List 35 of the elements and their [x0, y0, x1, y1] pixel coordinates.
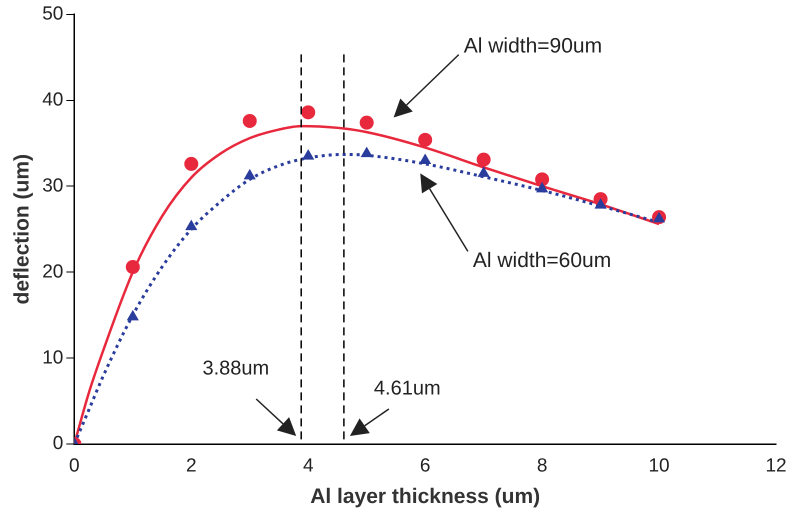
point [476, 152, 491, 167]
point [478, 166, 490, 177]
point [418, 132, 432, 147]
point [594, 198, 607, 209]
x-tick-label: 2 [186, 456, 197, 477]
point [302, 149, 314, 160]
point [419, 153, 432, 164]
point [244, 168, 256, 180]
y-tick-label: 0 [52, 433, 64, 454]
y-tick-label: 20 [42, 261, 64, 282]
y-tick-label: 10 [42, 347, 64, 368]
x-tick-label: 6 [420, 456, 430, 477]
point [536, 182, 548, 192]
point [535, 172, 550, 186]
y-tick-label: 30 [42, 175, 64, 196]
ref-line-label: 4.61um [374, 378, 441, 400]
x-tick-label: 12 [765, 456, 787, 477]
x-axis-title: Al layer thickness (um) [310, 485, 540, 508]
point [184, 156, 198, 171]
y-tick-label: 50 [42, 4, 64, 25]
point [185, 220, 198, 230]
point [360, 116, 374, 130]
y-tick-label: 40 [42, 90, 64, 111]
annotation: Al width=60um [472, 249, 612, 272]
point [126, 310, 139, 320]
x-tick-label: 10 [648, 456, 670, 477]
point [301, 105, 316, 120]
point [360, 146, 373, 158]
ref-line-label: 3.88um [202, 358, 270, 380]
x-tick-label: 8 [536, 456, 548, 477]
x-tick-label: 0 [69, 456, 80, 477]
point [242, 114, 257, 128]
x-tick-label: 4 [302, 456, 314, 477]
annotation: Al width=90um [464, 34, 602, 58]
y-axis-title: deflection (um) [10, 154, 34, 304]
